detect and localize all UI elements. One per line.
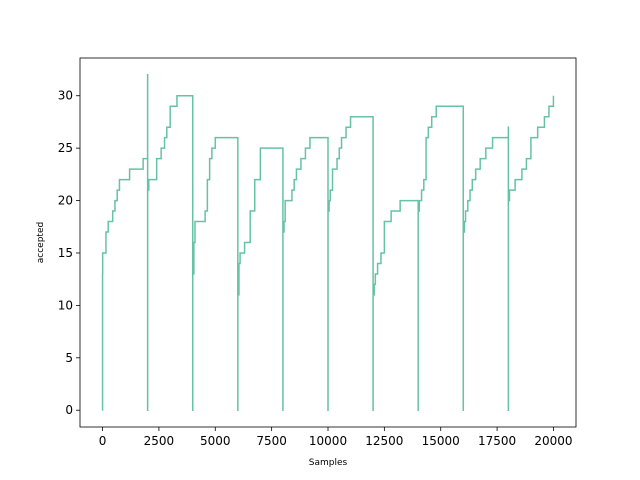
y-tick-label: 20 xyxy=(58,194,73,208)
x-tick-label: 10000 xyxy=(309,434,347,448)
series-line-0 xyxy=(101,74,555,411)
x-tick-label: 7500 xyxy=(256,434,287,448)
x-tick-label: 12500 xyxy=(365,434,403,448)
y-tick-label: 30 xyxy=(58,89,73,103)
x-tick-label: 2500 xyxy=(144,434,175,448)
ticks: 0 2500 5000 7500 10000 12500 15000 17500 20000 0 5… xyxy=(58,89,573,448)
x-tick-label: 15000 xyxy=(422,434,460,448)
y-axis-label: accepted xyxy=(36,222,46,263)
y-tick-label: 15 xyxy=(58,246,73,260)
y-tick-label: 25 xyxy=(58,141,73,155)
y-tick-label: 10 xyxy=(58,298,73,312)
x-tick-label: 5000 xyxy=(200,434,231,448)
x-tick-label: 17500 xyxy=(478,434,516,448)
x-axis-label: Samples xyxy=(309,458,348,468)
y-tick-label: 5 xyxy=(65,351,73,365)
x-tick-label: 0 xyxy=(99,434,107,448)
plot-area xyxy=(101,74,555,411)
x-tick-label: 20000 xyxy=(534,434,572,448)
y-tick-label: 0 xyxy=(65,403,73,417)
plot-frame xyxy=(79,57,577,428)
